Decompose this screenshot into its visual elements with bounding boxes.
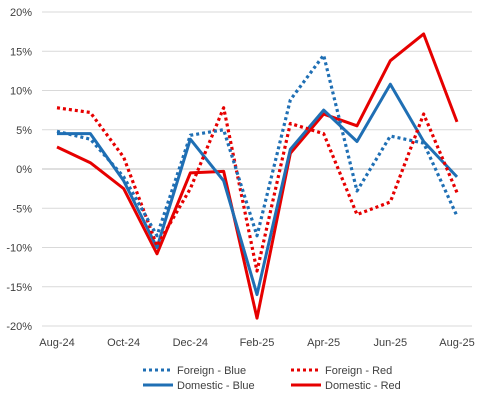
x-tick-label: Oct-24: [107, 337, 140, 349]
legend-label: Foreign - Blue: [177, 365, 246, 377]
x-tick-label: Dec-24: [173, 337, 208, 349]
y-tick-label: 0%: [16, 164, 32, 176]
y-tick-label: -15%: [6, 282, 32, 294]
x-axis-tick-labels: Aug-24 Oct-24 Dec-24 Feb-25 Apr-25 Jun-25 Aug-…: [39, 337, 474, 349]
y-tick-label: 15%: [10, 46, 32, 58]
y-tick-label: -10%: [6, 243, 32, 255]
series-line-foreign-blue: [56, 53, 459, 238]
gridlines: [42, 11, 472, 327]
x-tick-label: Apr-25: [307, 337, 340, 349]
y-axis-tick-labels: 20% 15% 10% 5% 0% -5% -10% -15% -20%: [6, 7, 32, 333]
x-tick-label: Aug-25: [439, 337, 474, 349]
legend-label: Domestic - Blue: [177, 380, 255, 392]
y-tick-label: 20%: [10, 7, 32, 19]
series-line-domestic-red: [56, 32, 459, 320]
x-tick-label: Aug-24: [39, 337, 74, 349]
y-tick-label: 5%: [16, 125, 32, 137]
x-tick-label: Feb-25: [240, 337, 275, 349]
x-tick-label: Jun-25: [374, 337, 408, 349]
y-tick-label: 10%: [10, 86, 32, 98]
legend-label: Foreign - Red: [325, 365, 392, 377]
series-line-domestic-blue: [57, 82, 459, 297]
legend-label: Domestic - Red: [325, 380, 401, 392]
series-lines: [56, 32, 459, 320]
y-tick-label: -5%: [12, 203, 32, 215]
legend: Foreign - Blue Foreign - Red Domestic - Bl…: [143, 365, 401, 392]
y-tick-label: -20%: [6, 321, 32, 333]
series-line-foreign-red: [56, 106, 459, 273]
